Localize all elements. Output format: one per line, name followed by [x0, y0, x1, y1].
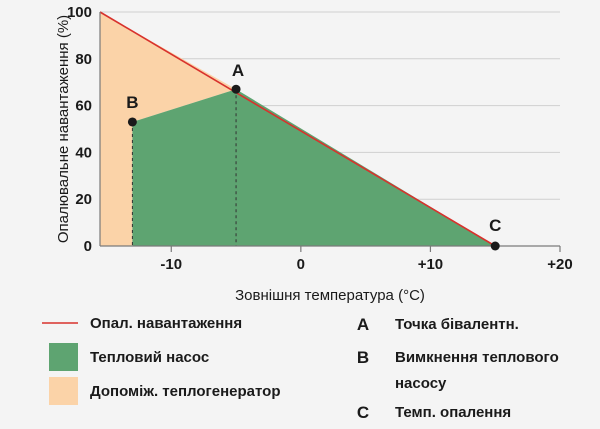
x-axis-title: Зовнішня температура (°C)	[235, 287, 425, 304]
y-tick-label: 0	[84, 238, 92, 255]
legend-label: Тепловий насос	[90, 349, 209, 366]
y-tick-label: 100	[67, 4, 92, 21]
heat-pump-area	[132, 89, 496, 246]
point-c	[490, 241, 500, 251]
legend-key-b-desc: насосу	[395, 375, 447, 392]
heating-load-line	[99, 11, 496, 247]
point-a	[231, 84, 241, 94]
legend-label: Допоміж. теплогенератор	[90, 383, 281, 400]
legend-key-b-desc: Вимкнення теплового	[395, 349, 559, 366]
legend-key-b: B	[357, 348, 369, 367]
x-tick-label: 0	[297, 256, 305, 273]
y-tick-label: 80	[75, 51, 92, 68]
legend-key-a: A	[357, 315, 369, 334]
axes: 0 20 40 60 80 100 -10 0 +10 +20	[67, 4, 573, 273]
legend-key-c-desc: Темп. опалення	[395, 404, 511, 421]
legend: Опал. навантаження Тепловий насос Допоміж.…	[42, 315, 559, 422]
y-tick-label: 40	[75, 144, 92, 161]
lines	[99, 11, 496, 247]
y-tick-label: 60	[75, 98, 92, 115]
point-b	[127, 117, 137, 127]
legend-label: Опал. навантаження	[90, 315, 242, 332]
point-c-label: C	[489, 216, 501, 235]
point-b-label: B	[126, 93, 138, 112]
legend-swatch-heat-pump	[49, 343, 78, 371]
legend-swatch-auxiliary-heater	[49, 377, 78, 405]
points: A B C	[126, 61, 501, 251]
y-axis-title: Опалювальне навантаження (%)	[55, 15, 72, 243]
areas	[100, 12, 496, 246]
x-tick-label: +10	[418, 256, 443, 273]
x-tick-label: -10	[160, 256, 182, 273]
legend-key-a-desc: Точка бівалентн.	[395, 316, 519, 333]
legend-key-c: C	[357, 403, 369, 422]
x-tick-label: +20	[547, 256, 572, 273]
auxiliary-heater-area	[100, 12, 237, 246]
point-a-label: A	[232, 61, 244, 80]
y-tick-label: 20	[75, 191, 92, 208]
